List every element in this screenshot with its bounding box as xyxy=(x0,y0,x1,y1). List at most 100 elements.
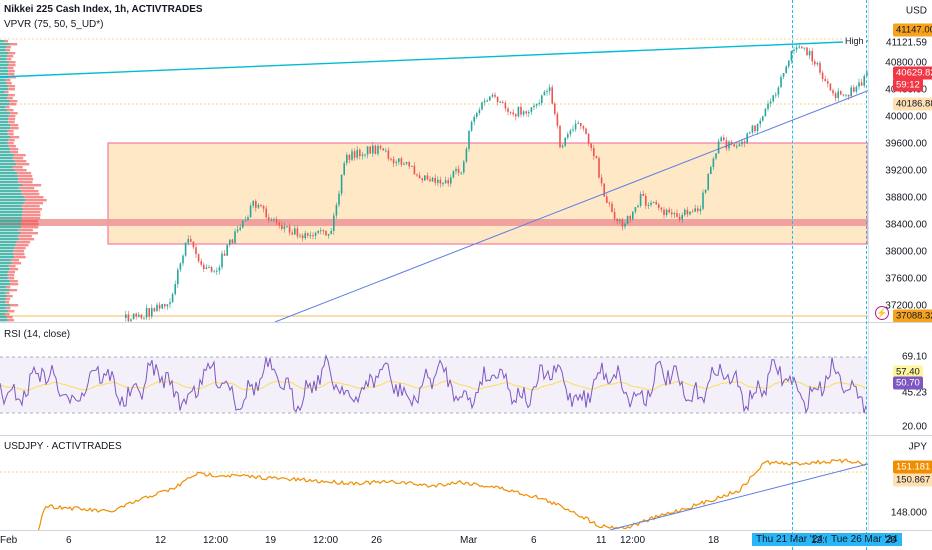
volume-profile-bar-up xyxy=(0,85,9,88)
volume-profile-bar-down xyxy=(13,253,25,256)
candle-body xyxy=(320,230,322,232)
candle-body xyxy=(587,134,590,144)
time-label: 18 xyxy=(708,535,720,546)
volume-profile-bar-up xyxy=(0,163,17,166)
volume-profile-bar-up xyxy=(0,199,26,202)
candle-body xyxy=(590,143,592,148)
volume-profile-bar-up xyxy=(0,310,8,313)
volume-profile-bar-up xyxy=(0,112,10,115)
main-chart-pane[interactable]: Nikkei 225 Cash Index, 1h, ACTIVTRADES V… xyxy=(0,0,868,322)
volume-profile-bar-up xyxy=(0,43,10,46)
candle-body xyxy=(346,154,348,164)
candle-body xyxy=(411,165,413,167)
price-tick: 37200.00 xyxy=(885,300,927,312)
volume-profile-bar-up xyxy=(0,259,11,262)
candle-body xyxy=(775,94,777,96)
candle-body xyxy=(769,101,772,104)
price-tick: 38000.00 xyxy=(885,246,927,258)
candle-body xyxy=(143,317,145,319)
candle-body xyxy=(335,204,338,216)
volume-profile-bar-down xyxy=(20,232,38,235)
volume-profile-bar-down xyxy=(23,208,42,211)
candle-body xyxy=(515,114,517,117)
price-chart[interactable] xyxy=(0,0,868,322)
usdjpy-line xyxy=(37,458,867,530)
rsi-chart[interactable] xyxy=(0,323,868,435)
candle-body xyxy=(213,271,215,273)
volume-profile-bar-up xyxy=(0,139,9,142)
volume-profile-bar-up xyxy=(0,274,8,277)
time-label: 12:00 xyxy=(313,535,339,546)
candle-body xyxy=(158,304,161,309)
volume-profile-bar-down xyxy=(7,109,14,112)
candle-body xyxy=(611,203,613,212)
candle-body xyxy=(572,129,574,131)
volume-profile-bar-up xyxy=(0,70,9,73)
candle-body xyxy=(242,220,244,228)
candle-body xyxy=(416,174,418,176)
volume-profile-bar-up xyxy=(0,292,6,295)
candle-body xyxy=(190,239,192,242)
volume-profile-bar-up xyxy=(0,235,18,238)
candle-body xyxy=(717,141,720,154)
volume-profile-bar-down xyxy=(12,157,24,160)
time-label: 19 xyxy=(265,535,277,546)
volume-profile-bar-up xyxy=(0,175,18,178)
candle-body xyxy=(226,244,228,256)
candle-body xyxy=(782,73,785,77)
candle-body xyxy=(798,46,800,48)
price-axis[interactable]: USD 41121.59 40800.00 40400.00 40000.00 … xyxy=(868,0,932,323)
candle-body xyxy=(842,94,845,96)
alert-lightning-icon[interactable]: ⚡ xyxy=(875,306,889,320)
rsi-tick: 69.10 xyxy=(901,351,927,363)
candle-body xyxy=(127,314,130,322)
candle-body xyxy=(613,211,616,219)
volume-profile-bar-up xyxy=(0,244,16,247)
volume-profile-bar-up xyxy=(0,295,7,298)
candle-body xyxy=(135,313,137,317)
candle-body xyxy=(426,175,429,180)
volume-profile-bar-down xyxy=(5,307,11,310)
candle-body xyxy=(684,209,686,215)
candle-body xyxy=(780,76,782,88)
candle-body xyxy=(291,232,293,235)
volume-profile-bar-down xyxy=(21,226,39,229)
date-marker-line[interactable] xyxy=(792,0,793,550)
candle-body xyxy=(629,216,631,220)
rsi-axis[interactable]: 69.10 45.23 20.00 57.40 50.70 xyxy=(868,323,932,435)
volume-profile-bar-down xyxy=(5,301,10,304)
rsi-title: RSI (14, close) xyxy=(4,329,71,340)
usdjpy-trendline xyxy=(609,463,868,530)
candle-body xyxy=(314,232,317,236)
volume-profile-bar-up xyxy=(0,100,10,103)
candle-body xyxy=(509,111,512,113)
volume-profile-bar-up xyxy=(0,283,11,286)
volume-profile-bar-up xyxy=(0,115,9,118)
volume-profile-bar-up xyxy=(0,223,22,226)
date-marker-line[interactable] xyxy=(866,0,867,550)
volume-profile-bar-down xyxy=(7,274,15,277)
candle-body xyxy=(400,158,403,165)
candle-body xyxy=(361,154,364,157)
time-label: 6 xyxy=(531,535,537,546)
candle-body xyxy=(275,219,278,223)
usdjpy-chart[interactable] xyxy=(0,436,868,530)
candle-body xyxy=(738,144,741,147)
usdjpy-pane[interactable]: USDJPY · ACTIVTRADES xyxy=(0,436,868,530)
volume-profile-bar-up xyxy=(0,187,19,190)
candle-body xyxy=(486,100,488,102)
rsi-pane[interactable]: RSI (14, close) xyxy=(0,323,868,435)
candle-body xyxy=(216,270,218,272)
level-price-tag: 40186.88 xyxy=(893,97,932,111)
vpvr-indicator-label[interactable]: VPVR (75, 50, 5_UD*) xyxy=(4,19,104,30)
volume-profile-bar-up xyxy=(0,154,15,157)
time-axis[interactable] xyxy=(0,531,932,550)
main-chart-title: Nikkei 225 Cash Index, 1h, ACTIVTRADES xyxy=(4,4,203,15)
usdjpy-axis[interactable]: JPY 151.181 150.867 148.000 xyxy=(868,436,932,530)
candle-body xyxy=(743,141,746,144)
volume-profile-bar-down xyxy=(8,271,15,274)
rsi-ma-tag: 57.40 xyxy=(893,365,923,379)
candle-body xyxy=(806,47,808,56)
candle-body xyxy=(210,267,213,272)
candle-body xyxy=(574,123,577,130)
